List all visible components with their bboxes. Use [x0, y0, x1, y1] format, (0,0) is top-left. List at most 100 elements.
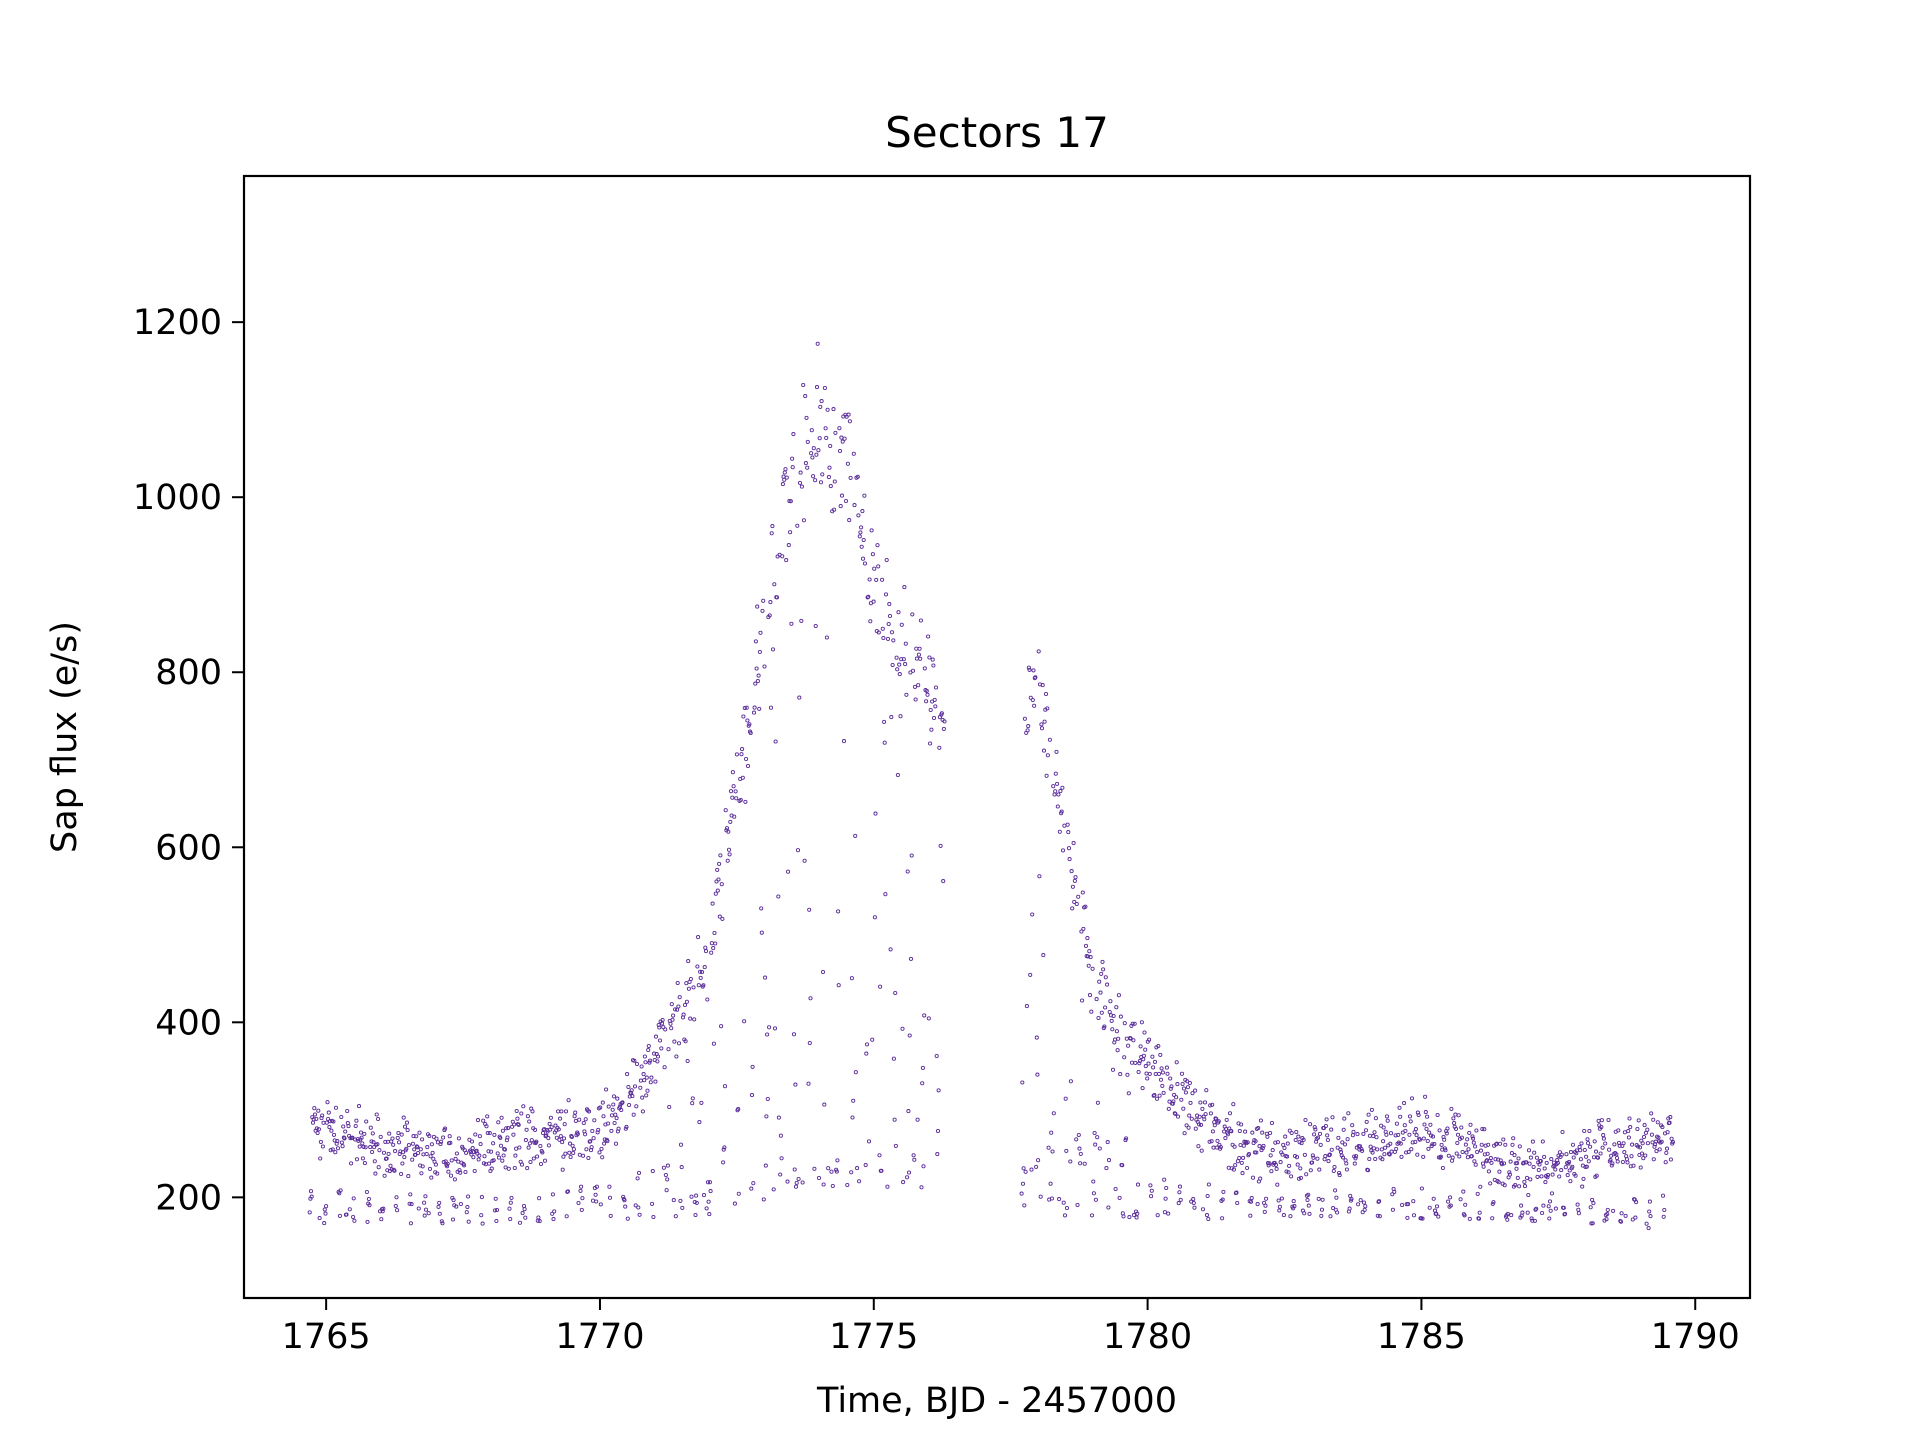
data-point [869, 528, 874, 533]
data-point [937, 745, 942, 750]
data-point [1641, 1134, 1647, 1140]
data-point [360, 1141, 365, 1146]
data-point [1249, 1196, 1254, 1201]
data-point [690, 1101, 695, 1106]
data-point [711, 1041, 716, 1046]
data-point [1164, 1065, 1169, 1070]
data-point [813, 623, 818, 629]
data-point [486, 1149, 491, 1154]
data-point [492, 1132, 497, 1137]
data-point [1630, 1217, 1635, 1222]
data-point [1039, 722, 1044, 727]
data-point [1517, 1144, 1522, 1149]
data-point [755, 679, 760, 684]
data-point [1154, 1096, 1160, 1101]
data-point [1292, 1204, 1297, 1209]
data-point [788, 530, 793, 535]
data-point [427, 1166, 433, 1171]
data-point [932, 697, 937, 702]
data-point [1369, 1107, 1374, 1112]
data-point [437, 1200, 442, 1205]
data-point [1199, 1148, 1204, 1153]
data-point [1660, 1193, 1666, 1198]
data-point [1384, 1132, 1389, 1137]
data-point [839, 435, 844, 440]
data-point [677, 995, 682, 1000]
data-point [1560, 1129, 1565, 1135]
data-point [1149, 1188, 1154, 1193]
data-point [1295, 1162, 1300, 1167]
data-point [411, 1134, 416, 1139]
data-point [1064, 1148, 1069, 1153]
data-point [789, 621, 794, 626]
data-point [1206, 1216, 1211, 1222]
data-point [558, 1134, 563, 1139]
data-point [1635, 1126, 1640, 1132]
data-point [441, 1159, 446, 1165]
data-point [1634, 1200, 1639, 1205]
data-point [1520, 1210, 1525, 1215]
data-point [1099, 1010, 1104, 1015]
data-point [821, 1182, 826, 1187]
data-point [710, 901, 715, 906]
data-point [1463, 1142, 1468, 1147]
data-point [327, 1125, 332, 1130]
data-point [909, 853, 914, 858]
data-point [819, 399, 824, 404]
data-point [1188, 1100, 1193, 1105]
data-point [1470, 1134, 1475, 1139]
data-point [1397, 1105, 1402, 1110]
data-point [1291, 1199, 1296, 1204]
data-points [307, 341, 1675, 1231]
data-point [443, 1126, 448, 1131]
data-point [1115, 1048, 1120, 1053]
data-point [1527, 1161, 1532, 1166]
data-point [1245, 1140, 1250, 1145]
data-point [1054, 749, 1059, 754]
data-point [713, 891, 718, 896]
data-point [1530, 1139, 1535, 1144]
data-point [686, 959, 691, 964]
data-point [1664, 1150, 1669, 1155]
data-point [750, 1064, 755, 1069]
data-point [731, 784, 736, 789]
data-point [413, 1152, 418, 1157]
data-point [899, 657, 904, 662]
data-point [515, 1116, 520, 1121]
data-point [527, 1141, 532, 1146]
data-point [1225, 1132, 1231, 1137]
data-point [691, 985, 696, 990]
x-tick-label: 1785 [1377, 1317, 1466, 1357]
data-point [1442, 1146, 1447, 1151]
data-point [1152, 1093, 1157, 1098]
data-point [1646, 1226, 1651, 1231]
data-point [1451, 1116, 1456, 1121]
data-point [1379, 1123, 1384, 1128]
data-point [656, 1022, 661, 1028]
data-point [1425, 1138, 1430, 1144]
data-point [1540, 1139, 1545, 1144]
data-point [1093, 1197, 1098, 1202]
data-point [706, 1199, 711, 1204]
data-point [1121, 1214, 1126, 1219]
data-point [908, 956, 914, 961]
data-point [1519, 1203, 1524, 1208]
data-point [782, 470, 787, 475]
data-point [1437, 1128, 1442, 1133]
data-point [635, 1176, 640, 1181]
data-point [765, 1096, 770, 1102]
data-point [1187, 1080, 1192, 1086]
data-point [1601, 1133, 1606, 1138]
data-point [1626, 1135, 1631, 1140]
data-point [1436, 1214, 1441, 1219]
data-point [1215, 1138, 1220, 1143]
data-point [1475, 1191, 1480, 1196]
data-point [1411, 1199, 1416, 1204]
data-point [1361, 1131, 1366, 1136]
data-point [856, 513, 861, 518]
data-point [870, 552, 875, 557]
data-point [1525, 1210, 1530, 1215]
data-point [614, 1116, 619, 1121]
data-point [1375, 1147, 1380, 1152]
data-point [685, 1058, 690, 1064]
